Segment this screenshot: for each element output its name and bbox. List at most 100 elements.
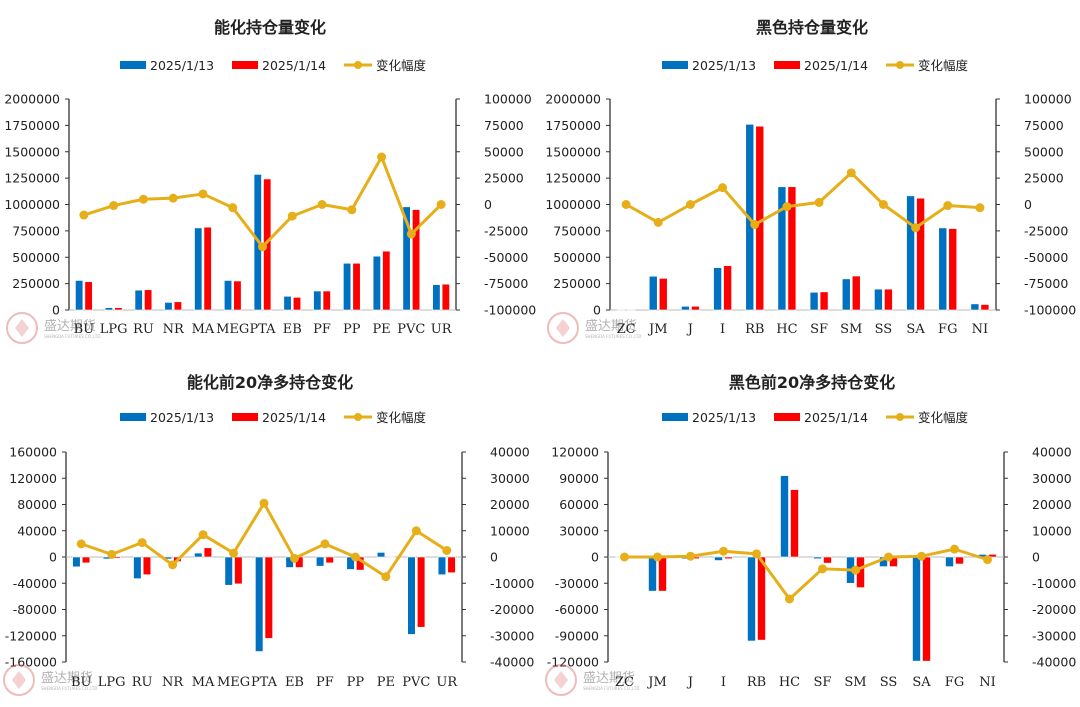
bar-series-1-RB — [748, 557, 756, 641]
right-tick-label: 50000 — [1024, 144, 1064, 159]
right-tick-label: 40000 — [1032, 445, 1072, 460]
bar-series-2-SA — [923, 557, 931, 661]
left-tick-label: 1750000 — [545, 118, 601, 133]
category-label: SS — [880, 675, 898, 690]
right-tick-label: 30000 — [1032, 471, 1072, 486]
bar-series-1-JM — [649, 276, 657, 310]
bar-series-2-PE — [383, 251, 390, 310]
change-point-BU — [77, 539, 86, 548]
bar-series-2-HC — [791, 490, 799, 557]
category-label: PTA — [251, 675, 278, 690]
category-label: MEG — [217, 675, 250, 690]
category-label: UR — [436, 675, 458, 690]
category-label: MA — [192, 675, 215, 690]
left-tick-label: 0 — [52, 303, 60, 318]
legend-marker-line — [354, 413, 362, 421]
right-tick-label: -30000 — [490, 628, 534, 643]
change-point-EB — [288, 212, 297, 221]
left-tick-label: 0 — [49, 550, 57, 565]
change-point-FG — [950, 545, 959, 554]
right-tick-label: -20000 — [490, 602, 534, 617]
legend-label-line: 变化幅度 — [918, 410, 969, 425]
bar-series-2-JM — [659, 278, 667, 310]
category-label: JM — [646, 675, 667, 690]
category-label: SM — [844, 675, 866, 690]
bar-series-2-PTA — [265, 557, 273, 638]
legend-label-series-1: 2025/1/13 — [692, 58, 756, 73]
logo-diamond-icon — [15, 319, 29, 337]
change-point-RB — [750, 220, 759, 229]
category-label: LPG — [98, 675, 126, 690]
bar-series-1-SA — [907, 196, 915, 310]
change-point-SM — [851, 566, 860, 575]
logo-diamond-icon — [12, 671, 26, 689]
bar-series-2-PVC — [412, 210, 419, 310]
right-tick-label: 25000 — [484, 171, 524, 186]
category-label: J — [686, 675, 693, 690]
bar-series-2-RU — [143, 557, 151, 575]
bar-series-1-PTA — [255, 557, 263, 652]
category-label: EB — [285, 675, 304, 690]
category-label: MA — [192, 322, 215, 337]
watermark-subtext: SHENGDA FUTURES CO.,LTD — [41, 686, 97, 691]
right-tick-label: 0 — [1032, 550, 1040, 565]
change-point-PE — [377, 153, 386, 162]
bar-series-1-UR — [433, 285, 440, 310]
bar-series-1-MA — [194, 553, 202, 557]
change-point-SS — [879, 200, 888, 209]
bar-series-1-SF — [814, 557, 822, 559]
category-label: I — [721, 675, 726, 690]
bar-series-1-JM — [649, 557, 657, 591]
bar-series-2-BU — [82, 557, 90, 563]
bar-series-2-PP — [353, 263, 360, 310]
right-tick-label: 40000 — [490, 445, 530, 460]
category-label: HC — [776, 322, 797, 337]
chart-title: 黑色前20净多持仓变化 — [729, 373, 895, 392]
left-tick-label: 1250000 — [545, 171, 601, 186]
change-line — [84, 157, 441, 247]
left-tick-label: -80000 — [13, 602, 57, 617]
change-point-JM — [654, 218, 663, 227]
bar-series-2-JM — [659, 557, 667, 591]
change-point-NI — [975, 203, 984, 212]
chart-title: 能化持仓量变化 — [214, 18, 326, 37]
bar-series-1-BU — [75, 280, 82, 310]
bar-series-1-SF — [810, 292, 818, 310]
change-point-EB — [290, 554, 299, 563]
right-tick-label: -75000 — [1024, 276, 1068, 291]
bar-series-2-NI — [981, 305, 989, 310]
change-point-J — [686, 552, 695, 561]
bar-series-2-FG — [956, 557, 964, 564]
right-tick-label: 10000 — [1032, 523, 1072, 538]
legend-swatch-series-1 — [662, 413, 688, 421]
category-label: LPG — [100, 322, 128, 337]
bar-series-2-UR — [448, 557, 456, 573]
right-tick-label: 50000 — [484, 144, 524, 159]
change-point-LPG — [109, 201, 118, 210]
change-point-PF — [318, 200, 327, 209]
left-tick-label: 30000 — [559, 523, 599, 538]
change-point-UR — [437, 200, 446, 209]
change-point-NR — [169, 194, 178, 203]
legend-swatch-series-2 — [774, 61, 800, 69]
category-label: RB — [747, 675, 766, 690]
right-tick-label: -50000 — [484, 250, 528, 265]
bar-series-2-RU — [144, 290, 151, 310]
right-tick-label: -30000 — [1032, 628, 1076, 643]
change-point-HC — [785, 595, 794, 604]
category-label: FG — [938, 322, 957, 337]
chart-title: 能化前20净多持仓变化 — [187, 373, 353, 392]
bar-series-1-I — [715, 557, 723, 561]
bar-series-2-SS — [884, 289, 892, 310]
category-label: PE — [372, 322, 390, 337]
bar-series-1-RU — [134, 557, 142, 579]
change-point-ZC — [622, 200, 631, 209]
bar-series-1-EB — [284, 296, 291, 310]
bar-series-2-I — [724, 266, 732, 310]
change-point-SS — [884, 553, 893, 562]
